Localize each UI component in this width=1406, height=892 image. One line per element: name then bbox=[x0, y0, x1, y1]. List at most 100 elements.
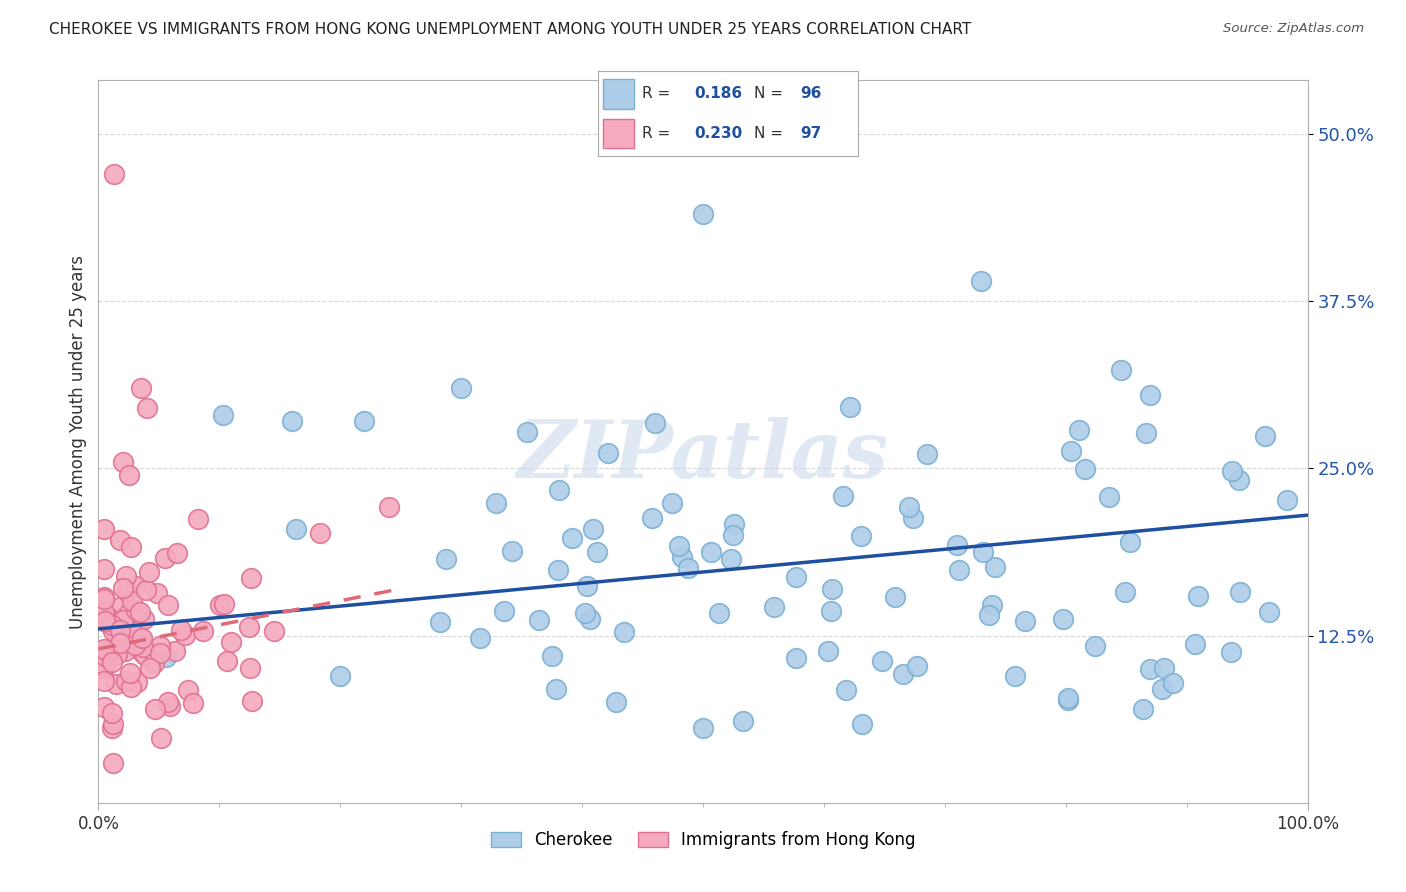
Point bbox=[578, 611, 600, 625]
Point bbox=[263, 624, 285, 638]
Point bbox=[1227, 473, 1250, 487]
Point bbox=[707, 607, 730, 621]
Point bbox=[284, 522, 307, 536]
Point bbox=[1132, 702, 1154, 716]
Point bbox=[111, 581, 134, 595]
Point bbox=[105, 648, 128, 662]
Text: 0.186: 0.186 bbox=[693, 86, 742, 101]
Text: 96: 96 bbox=[800, 86, 823, 101]
Point bbox=[193, 624, 215, 638]
Point bbox=[547, 483, 569, 497]
Point bbox=[122, 635, 145, 649]
Point bbox=[821, 582, 844, 596]
Point bbox=[1161, 676, 1184, 690]
Point bbox=[212, 408, 235, 422]
Point bbox=[124, 602, 146, 616]
Point bbox=[93, 641, 115, 656]
Point bbox=[155, 650, 177, 665]
Point bbox=[93, 661, 115, 675]
Point bbox=[1114, 585, 1136, 599]
Point bbox=[972, 545, 994, 559]
Point bbox=[166, 546, 188, 560]
Point bbox=[907, 659, 929, 673]
Point bbox=[98, 649, 121, 664]
Point bbox=[125, 579, 148, 593]
Point bbox=[131, 645, 153, 659]
Point bbox=[434, 551, 457, 566]
Point bbox=[104, 677, 127, 691]
Point bbox=[149, 731, 172, 746]
Point bbox=[671, 549, 693, 564]
Point bbox=[239, 570, 262, 584]
Point bbox=[832, 489, 855, 503]
Point bbox=[1153, 661, 1175, 675]
Point bbox=[1220, 645, 1243, 659]
Point bbox=[131, 631, 153, 645]
Point bbox=[1098, 490, 1121, 504]
Point bbox=[586, 545, 609, 559]
Text: 97: 97 bbox=[800, 126, 821, 141]
Point bbox=[450, 381, 472, 395]
Point bbox=[103, 756, 125, 770]
Point bbox=[127, 675, 149, 690]
Point bbox=[134, 648, 156, 662]
Point bbox=[115, 569, 138, 583]
Point bbox=[561, 531, 583, 545]
Point bbox=[429, 615, 451, 629]
Point bbox=[103, 717, 125, 731]
Point bbox=[115, 583, 138, 598]
Point bbox=[146, 586, 169, 600]
Point bbox=[1275, 493, 1298, 508]
Point bbox=[129, 381, 152, 395]
Point bbox=[239, 661, 262, 675]
Point bbox=[377, 500, 399, 515]
Point bbox=[129, 605, 152, 619]
Point bbox=[101, 706, 124, 721]
Point bbox=[118, 621, 141, 635]
Point bbox=[838, 400, 860, 414]
Point bbox=[541, 648, 564, 663]
Point bbox=[785, 570, 807, 584]
Point bbox=[1135, 425, 1157, 440]
Point bbox=[692, 721, 714, 735]
Point bbox=[149, 640, 172, 654]
Point bbox=[501, 544, 523, 558]
Point bbox=[903, 510, 925, 524]
Point bbox=[1067, 424, 1090, 438]
Point bbox=[946, 538, 969, 552]
Point bbox=[111, 455, 134, 469]
Point bbox=[721, 527, 744, 541]
Point bbox=[1139, 662, 1161, 676]
Point bbox=[574, 606, 596, 620]
Point bbox=[93, 592, 115, 607]
Point bbox=[96, 644, 118, 658]
Point bbox=[214, 598, 236, 612]
Point bbox=[208, 599, 231, 613]
Point bbox=[820, 604, 842, 618]
Point bbox=[309, 526, 332, 541]
Point bbox=[143, 701, 166, 715]
Point bbox=[121, 594, 143, 608]
Point bbox=[215, 655, 238, 669]
Point bbox=[835, 682, 858, 697]
Point bbox=[120, 540, 142, 554]
Point bbox=[1119, 535, 1142, 549]
Point bbox=[118, 467, 141, 482]
Point bbox=[870, 654, 893, 668]
Point bbox=[492, 604, 515, 618]
Point bbox=[1014, 614, 1036, 628]
Point bbox=[103, 167, 125, 181]
Point bbox=[181, 696, 204, 710]
Point bbox=[1074, 462, 1097, 476]
Point bbox=[93, 522, 115, 536]
Point bbox=[582, 522, 605, 536]
Point bbox=[723, 516, 745, 531]
Text: 0.230: 0.230 bbox=[693, 126, 742, 141]
Point bbox=[640, 510, 662, 524]
Point bbox=[661, 496, 683, 510]
Point bbox=[575, 578, 598, 592]
Point bbox=[94, 656, 117, 670]
Point bbox=[187, 512, 209, 526]
FancyBboxPatch shape bbox=[603, 119, 634, 148]
Point bbox=[157, 598, 180, 612]
